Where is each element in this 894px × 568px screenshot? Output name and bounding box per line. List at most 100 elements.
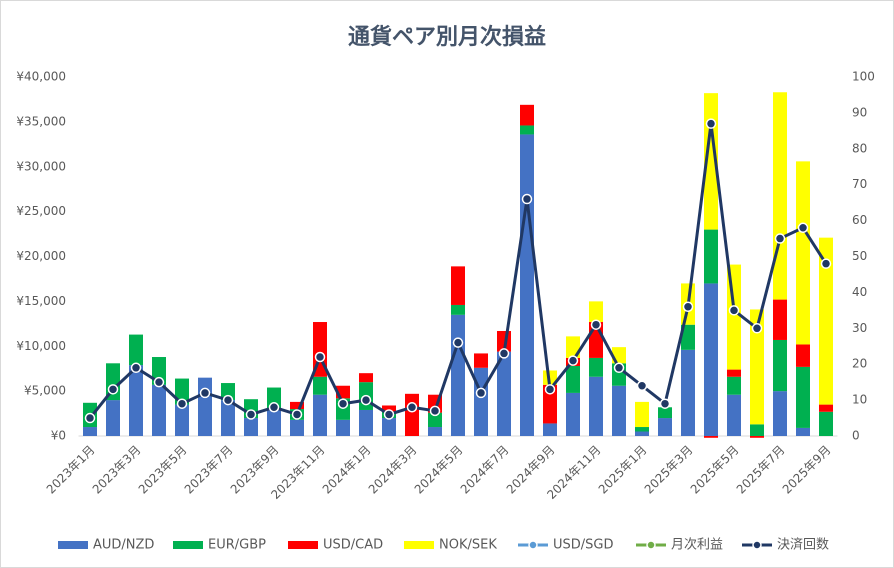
y2-tick-label: 0 [852, 429, 860, 443]
bar-segment [796, 366, 810, 428]
bar-segment [451, 266, 465, 305]
y-tick-label: ¥15,000 [16, 294, 66, 308]
y-tick-label: ¥35,000 [16, 114, 66, 128]
legend-swatch [58, 541, 88, 549]
line-point [590, 319, 602, 330]
bar-segment [83, 427, 97, 436]
line-point [291, 409, 303, 420]
bar-segment [727, 394, 741, 436]
bar-segment [612, 385, 626, 436]
legend-label: 決済回数 [777, 537, 829, 553]
bar-segment [773, 92, 787, 300]
chart-title: 通貨ペア別月次損益 [348, 24, 546, 50]
bar-segment [589, 301, 603, 323]
bar-segment [681, 324, 695, 350]
bar-segment [152, 357, 166, 385]
y-tick-label: ¥0 [51, 429, 66, 443]
bar-segment [451, 314, 465, 436]
bar-segment [658, 407, 672, 419]
bar-segment [290, 401, 304, 410]
legend-label: USD/SGD [553, 538, 614, 553]
line-point [659, 398, 671, 409]
bar-segment [704, 283, 718, 436]
y-tick-label: ¥30,000 [16, 159, 66, 173]
bar-segment [543, 423, 557, 436]
line-point [245, 409, 257, 420]
line-point [199, 387, 211, 399]
bar-segment [796, 344, 810, 367]
line-point [406, 402, 418, 413]
line-point [383, 409, 395, 420]
bar-segment [106, 400, 120, 436]
line-point [84, 412, 96, 424]
y2-tick-label: 60 [852, 213, 867, 227]
line-point [222, 394, 234, 406]
line-point [751, 323, 763, 334]
bar-segment [543, 384, 557, 424]
bar-segment [750, 424, 764, 436]
bar-segment [589, 376, 603, 436]
line-point [613, 362, 625, 374]
line-point [314, 351, 326, 363]
line-point [820, 258, 832, 269]
legend-swatch [404, 541, 434, 549]
line-point [475, 387, 487, 399]
bar-segment [819, 411, 833, 436]
legend-swatch [288, 541, 318, 549]
bar-segment [520, 104, 534, 126]
y2-tick-label: 40 [852, 285, 867, 299]
y-tick-label: ¥40,000 [16, 70, 66, 84]
y2-tick-label: 10 [852, 393, 867, 407]
bar-segment [566, 365, 580, 393]
y-tick-label: ¥10,000 [16, 339, 66, 353]
bar-segment [198, 377, 212, 436]
line-point [797, 222, 809, 234]
bar-segment [704, 436, 718, 438]
bar-segment [796, 161, 810, 345]
bar-segment [750, 309, 764, 425]
bar-segment [152, 384, 166, 436]
bar-segment [313, 376, 327, 395]
legend-swatch-point [752, 540, 762, 550]
bar-segment [451, 304, 465, 315]
y2-tick-label: 70 [852, 177, 867, 191]
y2-tick-label: 100 [852, 70, 875, 84]
bar-segment [405, 393, 419, 436]
y2-tick-label: 20 [852, 357, 867, 371]
legend-label: 月次利益 [671, 537, 723, 553]
line-point [682, 301, 694, 313]
line-point [544, 384, 556, 395]
bar-segment [566, 392, 580, 436]
line-point [360, 394, 372, 406]
bar-segment [221, 383, 235, 401]
bar-segment [221, 400, 235, 436]
line-point [567, 355, 579, 366]
bar-segment [175, 404, 189, 436]
bar-segment [336, 419, 350, 436]
bar-segment [382, 418, 396, 436]
bar-segment [382, 405, 396, 412]
line-point [774, 233, 786, 244]
y2-tick-label: 90 [852, 105, 867, 119]
line-point [728, 305, 740, 316]
legend-swatch [173, 541, 203, 549]
legend-label: USD/CAD [323, 538, 383, 553]
bar-segment [796, 427, 810, 436]
bar-segment [175, 378, 189, 405]
y2-tick-label: 80 [852, 141, 867, 155]
line-point [107, 384, 119, 395]
bar-segment [658, 418, 672, 436]
line-point [498, 348, 510, 359]
bar-segment [727, 376, 741, 395]
legend-label: EUR/GBP [208, 538, 266, 553]
bar-segment [773, 339, 787, 392]
bar-segment [635, 431, 649, 436]
y-tick-label: ¥5,000 [24, 384, 66, 398]
line-point [337, 398, 349, 409]
bar-segment [497, 351, 511, 436]
bar-segment [129, 334, 143, 366]
y2-tick-label: 30 [852, 321, 867, 335]
bar-segment [773, 391, 787, 436]
